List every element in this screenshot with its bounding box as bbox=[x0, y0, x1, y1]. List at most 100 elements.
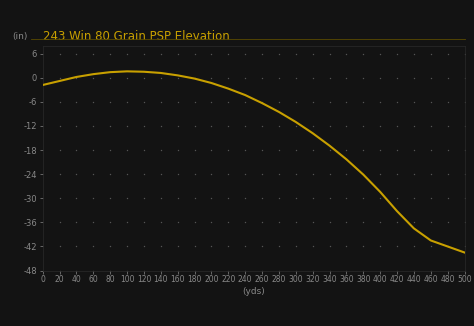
Point bbox=[376, 244, 384, 249]
Point bbox=[208, 75, 215, 81]
Point bbox=[427, 171, 435, 177]
Point bbox=[359, 75, 367, 81]
Point bbox=[56, 147, 64, 153]
Point bbox=[393, 51, 401, 56]
Point bbox=[359, 268, 367, 273]
Point bbox=[56, 99, 64, 104]
Point bbox=[461, 51, 468, 56]
Point bbox=[376, 220, 384, 225]
Point bbox=[174, 268, 182, 273]
Point bbox=[343, 171, 350, 177]
Point bbox=[309, 75, 317, 81]
Point bbox=[309, 51, 317, 56]
Point bbox=[427, 196, 435, 201]
Point bbox=[309, 171, 317, 177]
Point bbox=[309, 268, 317, 273]
Point bbox=[191, 171, 198, 177]
Point bbox=[191, 196, 198, 201]
Point bbox=[359, 171, 367, 177]
Point bbox=[191, 75, 198, 81]
Point bbox=[157, 99, 164, 104]
Point bbox=[410, 123, 418, 128]
Point bbox=[225, 268, 232, 273]
Point bbox=[427, 220, 435, 225]
Point bbox=[326, 75, 333, 81]
Point bbox=[208, 196, 215, 201]
Point bbox=[275, 244, 283, 249]
Point bbox=[393, 196, 401, 201]
Point bbox=[225, 99, 232, 104]
Point bbox=[123, 147, 131, 153]
Point bbox=[326, 51, 333, 56]
Point bbox=[275, 99, 283, 104]
Point bbox=[309, 123, 317, 128]
Point bbox=[106, 220, 114, 225]
Point bbox=[208, 51, 215, 56]
Point bbox=[275, 171, 283, 177]
Point bbox=[56, 196, 64, 201]
Point bbox=[157, 220, 164, 225]
Point bbox=[393, 220, 401, 225]
Point bbox=[410, 220, 418, 225]
Point bbox=[292, 220, 300, 225]
Point bbox=[258, 171, 266, 177]
Point bbox=[258, 147, 266, 153]
Point bbox=[292, 51, 300, 56]
Point bbox=[106, 196, 114, 201]
Point bbox=[73, 220, 80, 225]
Point bbox=[123, 268, 131, 273]
Point bbox=[444, 75, 451, 81]
Point bbox=[208, 244, 215, 249]
Point bbox=[326, 147, 333, 153]
Point bbox=[140, 51, 148, 56]
Point bbox=[90, 171, 97, 177]
Point bbox=[140, 268, 148, 273]
Point bbox=[275, 51, 283, 56]
Point bbox=[56, 123, 64, 128]
Point bbox=[174, 51, 182, 56]
Point bbox=[258, 51, 266, 56]
Point bbox=[410, 244, 418, 249]
Point bbox=[292, 123, 300, 128]
Point bbox=[326, 123, 333, 128]
Point bbox=[427, 123, 435, 128]
Point bbox=[191, 51, 198, 56]
Point bbox=[140, 196, 148, 201]
Point bbox=[157, 123, 164, 128]
Point bbox=[461, 196, 468, 201]
Point bbox=[191, 99, 198, 104]
Point bbox=[225, 75, 232, 81]
Point bbox=[258, 123, 266, 128]
Point bbox=[444, 268, 451, 273]
Point bbox=[444, 171, 451, 177]
Point bbox=[140, 147, 148, 153]
Point bbox=[461, 147, 468, 153]
Point bbox=[56, 171, 64, 177]
Point bbox=[275, 123, 283, 128]
Point bbox=[309, 244, 317, 249]
Point bbox=[343, 99, 350, 104]
Point bbox=[174, 147, 182, 153]
Point bbox=[393, 123, 401, 128]
Point bbox=[73, 147, 80, 153]
Point bbox=[157, 75, 164, 81]
Point bbox=[376, 51, 384, 56]
Point bbox=[73, 244, 80, 249]
Point bbox=[106, 244, 114, 249]
Text: 243 Win 80 Grain PSP Elevation: 243 Win 80 Grain PSP Elevation bbox=[43, 30, 229, 43]
Point bbox=[359, 51, 367, 56]
Point bbox=[292, 147, 300, 153]
Point bbox=[343, 51, 350, 56]
Point bbox=[241, 220, 249, 225]
Point bbox=[90, 196, 97, 201]
Point bbox=[123, 171, 131, 177]
Point bbox=[309, 147, 317, 153]
Point bbox=[258, 99, 266, 104]
Point bbox=[123, 51, 131, 56]
Point bbox=[444, 51, 451, 56]
Point bbox=[292, 244, 300, 249]
Point bbox=[461, 220, 468, 225]
Point bbox=[258, 196, 266, 201]
Point bbox=[90, 244, 97, 249]
Point bbox=[461, 244, 468, 249]
